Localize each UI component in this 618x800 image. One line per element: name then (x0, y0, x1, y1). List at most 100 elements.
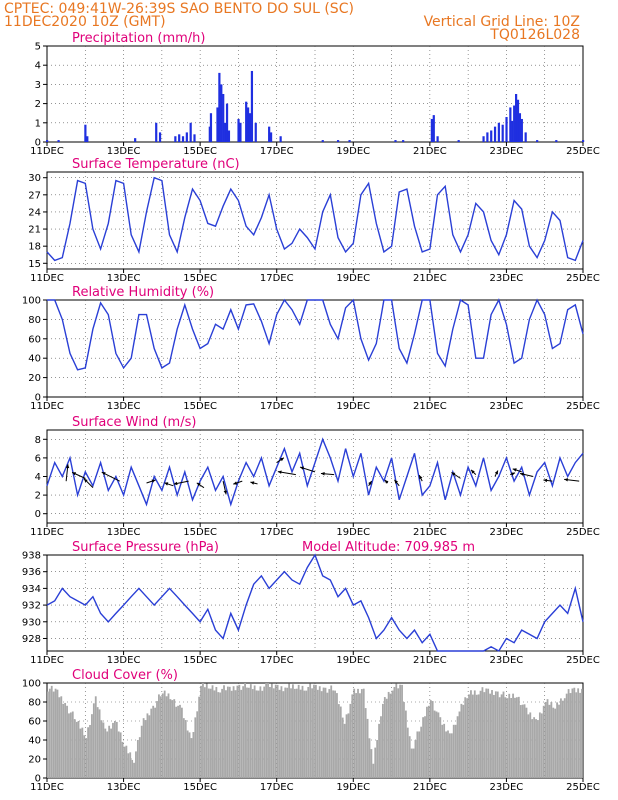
precip-bar (501, 124, 504, 142)
cloud-bar (399, 684, 402, 778)
cloud-title: Cloud Cover (%) (72, 668, 178, 683)
wind-arrow-head (368, 481, 372, 485)
cloud-bar (435, 711, 438, 778)
precip-xtick-label: 17DEC (260, 146, 294, 157)
cloud-bar (370, 749, 373, 778)
rh-xtick-label: 13DEC (107, 401, 141, 412)
precip-xtick-label: 23DEC (490, 146, 524, 157)
cloud-bar (508, 693, 511, 778)
pressure-xtick-label: 11DEC (30, 655, 64, 666)
precip-bar (218, 72, 221, 142)
cloud-bar (347, 713, 350, 778)
header-location: CPTEC: 049:41W-26:39S SAO BENTO DO SUL (… (4, 1, 354, 17)
cloud-bar (236, 685, 239, 778)
cloud-bar (154, 707, 156, 778)
cloud-bar (100, 720, 103, 778)
cloud-bar (223, 685, 225, 778)
pressure-xtick-label: 13DEC (107, 655, 141, 666)
cloud-bar (177, 705, 179, 778)
cloud-bar (144, 720, 147, 778)
rh-xtick-label: 19DEC (336, 401, 370, 412)
cloud-bar (114, 721, 116, 778)
header-grid-line: Vertical Grid Line: 10Z (424, 14, 580, 30)
cloud-bar (69, 712, 72, 778)
cloud-bar (108, 725, 111, 778)
precip-bar (516, 99, 520, 142)
wind-arrow (65, 464, 70, 482)
cloud-bar (561, 700, 564, 778)
pressure-ytick-label: 932 (22, 601, 41, 612)
wind-arrow-head (164, 482, 169, 486)
cloud-bar (380, 716, 382, 778)
cloud-bar (565, 693, 568, 778)
cloud-bar (75, 721, 78, 778)
precip-bar (536, 140, 539, 142)
cloud-bar (234, 690, 237, 778)
cloud-bar (420, 726, 423, 778)
wind-ytick-label: 2 (35, 491, 41, 502)
wind-ytick-label: 0 (35, 509, 41, 520)
cloud-bar (556, 702, 558, 778)
cloud-bar (544, 702, 547, 778)
cloud-bar (161, 693, 164, 778)
cloud-bar (485, 688, 488, 778)
wind-xtick-label: 21DEC (413, 527, 447, 538)
cloud-bar (102, 722, 105, 778)
wind-arrow (164, 482, 174, 487)
wind-arrow (83, 478, 94, 489)
cloud-xtick-label: 23DEC (490, 782, 524, 793)
precip-bar (227, 130, 231, 142)
cloud-bar (240, 689, 243, 778)
cloud-bar (286, 687, 289, 778)
cloud-bar (211, 685, 214, 778)
wind-xtick-label: 17DEC (260, 527, 294, 538)
wind-arrow (394, 479, 400, 487)
cloud-bar (246, 687, 248, 778)
cloud-bar (477, 694, 480, 778)
wind-arrow-head (394, 479, 398, 484)
cloud-xtick-label: 13DEC (107, 782, 141, 793)
cloud-bar (449, 733, 451, 778)
cloud-bar (483, 692, 486, 778)
precip-bar (268, 126, 271, 142)
cloud-bar (110, 728, 112, 778)
precip-ytick-label: 4 (35, 61, 41, 72)
cloud-bar (479, 690, 482, 778)
cloud-bar (274, 684, 277, 778)
cloud-bar (408, 736, 411, 778)
wind-ytick-label: 4 (35, 472, 41, 483)
cloud-bar (251, 689, 254, 778)
cloud-bar (292, 684, 294, 778)
precip-bar (237, 118, 240, 142)
cloud-bar (284, 687, 287, 778)
cloud-bar (125, 745, 128, 778)
cloud-bar (175, 706, 178, 778)
cloud-bar (345, 714, 348, 778)
cloud-panel: 0 20 40 60 80 100 11DEC 13DEC 15DEC 17DEC 19DEC 21D… (22, 668, 600, 793)
cloud-bar (433, 710, 436, 778)
cloud-bar (494, 691, 497, 778)
cloud-bar (186, 730, 189, 778)
temp-xtick-label: 19DEC (336, 273, 370, 284)
cloud-bar (579, 692, 581, 778)
cloud-bar (540, 713, 543, 778)
cloud-bar (192, 732, 195, 778)
precip-bar (402, 140, 405, 142)
rh-ytick-label: 100 (22, 296, 41, 307)
wind-arrow (71, 471, 86, 479)
precip-bar (486, 132, 489, 142)
cloud-bar (447, 730, 449, 778)
precip-xtick-label: 11DEC (30, 146, 64, 157)
wind-arrow-head (564, 478, 568, 482)
cloud-bar (554, 708, 557, 778)
pressure-ytick-label: 930 (22, 617, 41, 628)
precip-bar (185, 132, 188, 142)
temp-series-line (46, 176, 584, 262)
cloud-bar (372, 763, 375, 778)
wind-arrow (233, 480, 243, 485)
cloud-bar (117, 731, 120, 778)
cloud-bar (269, 686, 271, 778)
wind-arrow-head (250, 481, 255, 485)
cloud-bar (52, 691, 55, 778)
temp-xtick-label: 23DEC (490, 273, 524, 284)
